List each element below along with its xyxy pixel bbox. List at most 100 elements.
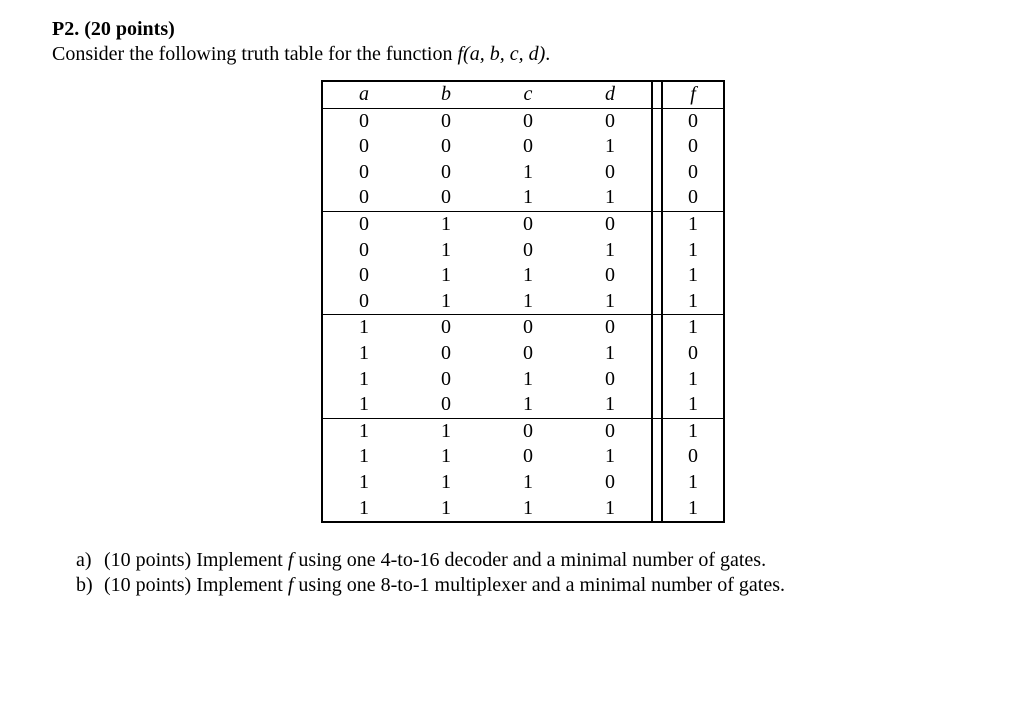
table-row: 00100 bbox=[322, 160, 724, 186]
part-a-tail: using one 4-to-16 decoder and a minimal … bbox=[293, 549, 766, 571]
cell: 0 bbox=[569, 367, 652, 393]
cell: 0 bbox=[569, 160, 652, 186]
cell: 0 bbox=[569, 108, 652, 134]
table-row: 01011 bbox=[322, 238, 724, 264]
cell: 1 bbox=[487, 185, 569, 211]
cell: 0 bbox=[487, 315, 569, 341]
cell: 1 bbox=[322, 341, 405, 367]
cell: 0 bbox=[569, 211, 652, 237]
cell: 0 bbox=[405, 341, 487, 367]
part-b-label: b) bbox=[76, 574, 104, 597]
cell: 0 bbox=[405, 108, 487, 134]
cell: 0 bbox=[569, 263, 652, 289]
part-a-pts: (10 points) bbox=[104, 549, 196, 571]
table-row: 11010 bbox=[322, 444, 724, 470]
cell: 1 bbox=[487, 470, 569, 496]
col-b: b bbox=[405, 81, 487, 108]
cell: 1 bbox=[322, 418, 405, 444]
cell: 1 bbox=[405, 238, 487, 264]
table-row: 10001 bbox=[322, 315, 724, 341]
part-b-text: (10 points) Implement f using one 8-to-1… bbox=[104, 574, 994, 597]
cell-output: 0 bbox=[662, 134, 724, 160]
col-c: c bbox=[487, 81, 569, 108]
prompt-pre: Consider the following truth table for t… bbox=[52, 43, 457, 65]
cell: 1 bbox=[405, 289, 487, 315]
cell: 1 bbox=[322, 470, 405, 496]
cell: 1 bbox=[487, 263, 569, 289]
table-header-row: a b c d f bbox=[322, 81, 724, 108]
problem-points: (20 points) bbox=[84, 18, 175, 40]
cell: 1 bbox=[322, 315, 405, 341]
cell: 1 bbox=[322, 367, 405, 393]
cell: 1 bbox=[405, 418, 487, 444]
cell: 0 bbox=[322, 238, 405, 264]
cell: 1 bbox=[569, 392, 652, 418]
problem-number: P2. bbox=[52, 18, 79, 40]
table-row: 11001 bbox=[322, 418, 724, 444]
cell-output: 1 bbox=[662, 289, 724, 315]
table-row: 01111 bbox=[322, 289, 724, 315]
cell-gap bbox=[652, 263, 662, 289]
cell: 1 bbox=[405, 263, 487, 289]
cell: 0 bbox=[322, 289, 405, 315]
col-a: a bbox=[322, 81, 405, 108]
col-f: f bbox=[662, 81, 724, 108]
cell: 0 bbox=[322, 211, 405, 237]
part-b-pts: (10 points) bbox=[104, 574, 196, 596]
cell-gap bbox=[652, 289, 662, 315]
cell: 1 bbox=[405, 444, 487, 470]
table-row: 00110 bbox=[322, 185, 724, 211]
cell: 0 bbox=[405, 160, 487, 186]
cell: 1 bbox=[569, 238, 652, 264]
cell: 0 bbox=[405, 392, 487, 418]
problem-prompt: Consider the following truth table for t… bbox=[52, 43, 994, 66]
part-a: a) (10 points) Implement f using one 4-t… bbox=[76, 549, 994, 572]
table-row: 10111 bbox=[322, 392, 724, 418]
func-args: (a, b, c, d) bbox=[463, 43, 545, 65]
cell: 0 bbox=[569, 418, 652, 444]
cell-output: 1 bbox=[662, 211, 724, 237]
part-b-tail: using one 8-to-1 multiplexer and a minim… bbox=[293, 574, 785, 596]
cell-output: 1 bbox=[662, 470, 724, 496]
cell-output: 0 bbox=[662, 108, 724, 134]
part-a-pre: Implement bbox=[196, 549, 288, 571]
cell: 1 bbox=[405, 470, 487, 496]
cell-gap bbox=[652, 315, 662, 341]
prompt-period: . bbox=[545, 43, 550, 65]
cell: 1 bbox=[405, 211, 487, 237]
cell: 0 bbox=[487, 134, 569, 160]
cell: 1 bbox=[569, 134, 652, 160]
cell: 1 bbox=[569, 444, 652, 470]
table-row: 10101 bbox=[322, 367, 724, 393]
cell: 0 bbox=[487, 238, 569, 264]
cell: 1 bbox=[569, 185, 652, 211]
part-b-pre: Implement bbox=[196, 574, 288, 596]
cell: 1 bbox=[569, 289, 652, 315]
cell-gap bbox=[652, 496, 662, 523]
cell-output: 1 bbox=[662, 418, 724, 444]
cell-gap bbox=[652, 367, 662, 393]
cell: 0 bbox=[405, 185, 487, 211]
cell-output: 1 bbox=[662, 392, 724, 418]
subparts: a) (10 points) Implement f using one 4-t… bbox=[76, 549, 994, 597]
cell: 0 bbox=[487, 418, 569, 444]
cell-output: 1 bbox=[662, 263, 724, 289]
part-a-text: (10 points) Implement f using one 4-to-1… bbox=[104, 549, 994, 572]
truth-table: a b c d f 000000001000100001100100101011… bbox=[321, 80, 725, 523]
cell-output: 0 bbox=[662, 185, 724, 211]
cell: 0 bbox=[322, 108, 405, 134]
cell: 1 bbox=[569, 341, 652, 367]
cell-output: 1 bbox=[662, 367, 724, 393]
cell: 0 bbox=[487, 341, 569, 367]
cell: 1 bbox=[487, 160, 569, 186]
cell: 0 bbox=[322, 134, 405, 160]
cell-gap bbox=[652, 185, 662, 211]
truth-table-wrap: a b c d f 000000001000100001100100101011… bbox=[52, 80, 994, 523]
cell: 1 bbox=[487, 392, 569, 418]
cell: 0 bbox=[322, 185, 405, 211]
cell-output: 0 bbox=[662, 444, 724, 470]
cell-gap bbox=[652, 134, 662, 160]
cell: 1 bbox=[487, 496, 569, 523]
cell: 1 bbox=[487, 289, 569, 315]
cell: 1 bbox=[322, 496, 405, 523]
